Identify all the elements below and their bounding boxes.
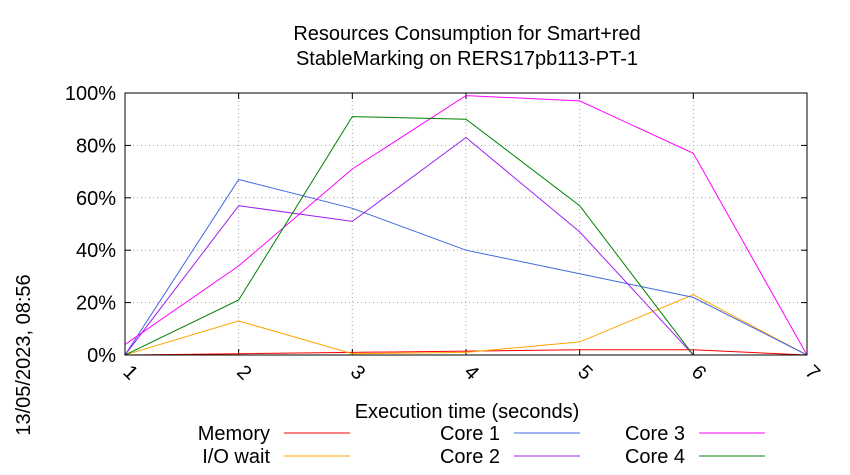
series-line-i-o-wait	[124, 294, 808, 356]
series-line-core-1	[124, 178, 808, 356]
series-line-core-2	[124, 136, 807, 356]
y-tick-label: 80%	[76, 135, 116, 157]
series-line-core-3	[124, 95, 808, 356]
chart-title-line-2: StableMarking on RERS17pb113-PT-1	[296, 48, 638, 70]
x-tick-label: 1	[119, 361, 142, 384]
x-tick-labels: 1 2 3 4 5 6 7	[119, 361, 824, 384]
timestamp-label: 13/05/2023, 08:56	[13, 274, 35, 435]
series-line-memory	[124, 349, 808, 356]
y-tick-labels: 0% 20% 40% 60% 80% 100%	[65, 83, 116, 367]
chart-title-line-1: Resources Consumption for Smart+red	[293, 23, 640, 45]
grid-lines	[124, 92, 808, 356]
y-tick-label: 20%	[76, 293, 116, 315]
y-tick-label: 60%	[76, 188, 116, 210]
legend-label: Core 3	[625, 423, 685, 445]
legend-label: I/O wait	[202, 446, 270, 468]
y-tick-label: 40%	[76, 240, 116, 262]
x-tick-label: 7	[801, 361, 824, 384]
series-lines	[124, 95, 808, 356]
y-tick-label: 100%	[65, 83, 116, 105]
plot-frame	[124, 92, 808, 356]
x-tick-label: 2	[232, 361, 255, 384]
legend-label: Core 2	[440, 446, 500, 468]
x-axis-label: Execution time (seconds)	[355, 401, 580, 423]
x-tick-label: 3	[346, 361, 369, 384]
series-line-core-4	[124, 116, 807, 356]
x-tick-label: 4	[460, 361, 483, 384]
y-tick-label: 0%	[87, 345, 116, 367]
x-tick-label: 5	[573, 361, 596, 384]
legend-label: Core 1	[440, 423, 500, 445]
legend-label: Memory	[198, 423, 270, 445]
legend-label: Core 4	[625, 446, 685, 468]
x-tick-label: 6	[687, 361, 710, 384]
